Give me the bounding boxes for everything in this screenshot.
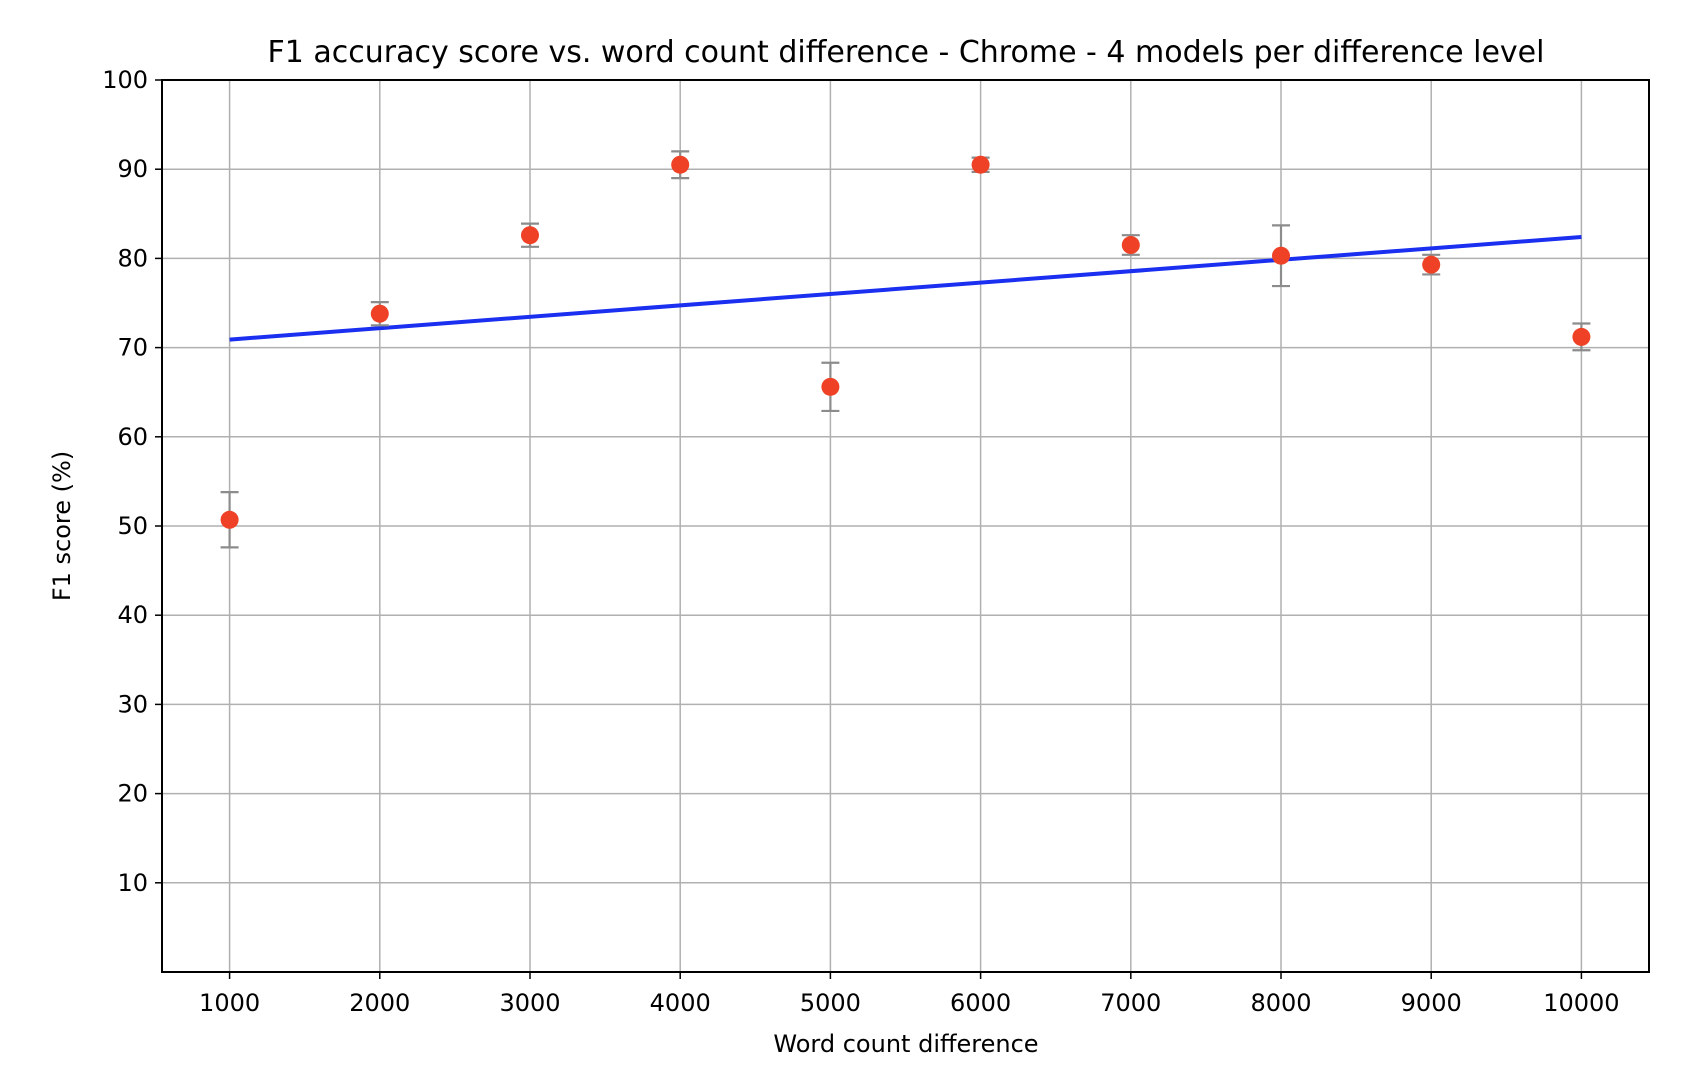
points-layer bbox=[220, 155, 1591, 529]
y-tick-label: 20 bbox=[117, 780, 148, 808]
x-tick-label: 3000 bbox=[499, 989, 560, 1017]
grid bbox=[162, 79, 1649, 972]
y-tick-label: 40 bbox=[117, 601, 148, 629]
y-tick-label: 30 bbox=[117, 690, 148, 718]
y-tick-label: 80 bbox=[117, 244, 148, 272]
y-axis-label: F1 score (%) bbox=[48, 451, 76, 601]
y-tick-label: 50 bbox=[117, 512, 148, 540]
y-tick-label: 10 bbox=[117, 869, 148, 897]
x-tick-label: 6000 bbox=[950, 989, 1011, 1017]
data-point bbox=[1121, 236, 1140, 255]
x-tick-label: 7000 bbox=[1100, 989, 1161, 1017]
data-point bbox=[1572, 327, 1591, 346]
y-tick-label: 60 bbox=[117, 423, 148, 451]
x-tick-label: 9000 bbox=[1401, 989, 1462, 1017]
errorbar-layer bbox=[220, 150, 1591, 549]
x-tick-label: 10000 bbox=[1543, 989, 1619, 1017]
data-point bbox=[520, 226, 539, 245]
trendline-layer bbox=[229, 234, 1582, 342]
data-point bbox=[1272, 246, 1291, 265]
x-tick-label: 8000 bbox=[1250, 989, 1311, 1017]
x-tick-label: 4000 bbox=[650, 989, 711, 1017]
y-tick-label: 90 bbox=[117, 155, 148, 183]
data-point bbox=[971, 155, 990, 174]
x-tick-label: 5000 bbox=[800, 989, 861, 1017]
x-tick-label: 2000 bbox=[349, 989, 410, 1017]
data-point bbox=[671, 155, 690, 174]
data-point bbox=[220, 510, 239, 529]
x-tick-label: 1000 bbox=[199, 989, 260, 1017]
y-tick-label: 70 bbox=[117, 334, 148, 362]
x-axis-label: Word count difference bbox=[773, 1030, 1038, 1058]
data-point bbox=[370, 304, 389, 323]
data-point bbox=[821, 377, 840, 396]
trend-line bbox=[229, 234, 1582, 342]
chart-title: F1 accuracy score vs. word count differe… bbox=[268, 35, 1545, 70]
x-axis: 1000 2000 3000 4000 5000 6000 7000 8000 9000 1000… bbox=[199, 972, 1620, 1017]
y-axis: 10 20 30 40 50 60 70 80 90 100 bbox=[102, 66, 162, 897]
data-point bbox=[1422, 255, 1441, 274]
y-tick-label: 100 bbox=[102, 66, 148, 94]
